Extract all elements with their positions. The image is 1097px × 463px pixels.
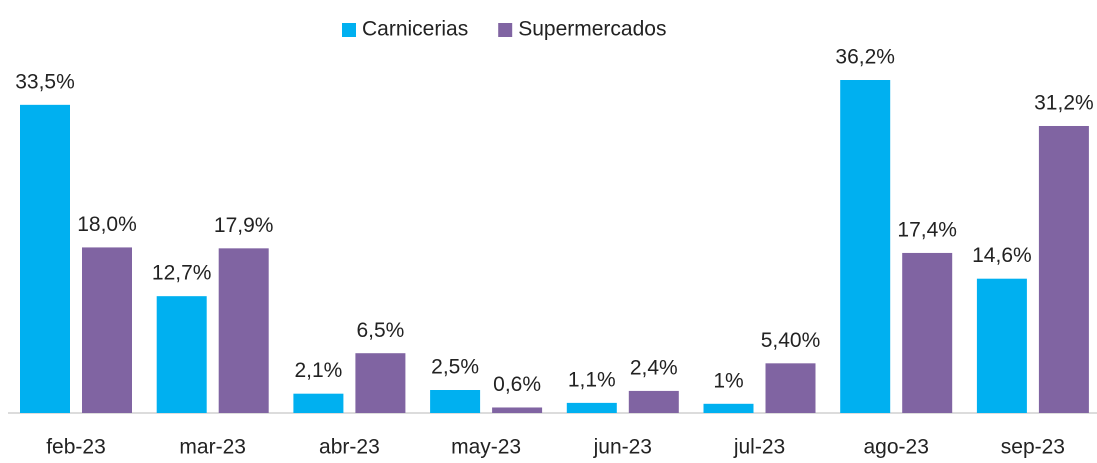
bar	[430, 390, 481, 413]
bar	[156, 296, 207, 413]
x-tick-label: sep-23	[1001, 436, 1065, 459]
value-label: 14,6%	[972, 244, 1032, 267]
value-label: 33,5%	[15, 70, 75, 93]
bar	[492, 407, 543, 413]
value-label: 12,7%	[152, 262, 212, 285]
bar	[566, 402, 617, 413]
legend-label: Carnicerias	[362, 18, 468, 41]
bar	[1038, 125, 1089, 413]
x-tick-label: jul-23	[733, 436, 785, 459]
value-label: 2,1%	[294, 359, 342, 382]
x-tick-label: jun-23	[593, 436, 652, 459]
bar	[628, 390, 679, 413]
bar	[20, 104, 70, 414]
bar	[703, 403, 754, 413]
x-tick-label: abr-23	[319, 436, 380, 459]
bar	[765, 363, 816, 413]
bar	[976, 278, 1027, 413]
value-label: 1,1%	[568, 368, 616, 391]
x-tick-label: mar-23	[179, 436, 246, 459]
value-label: 6,5%	[356, 319, 404, 342]
legend-swatch	[342, 23, 356, 37]
value-label: 17,9%	[214, 214, 274, 237]
value-label: 5,40%	[761, 329, 821, 352]
bar	[840, 80, 891, 413]
bar	[82, 247, 132, 413]
x-tick-label: ago-23	[864, 436, 929, 459]
bar	[355, 353, 406, 413]
bar	[902, 252, 953, 413]
legend-label: Supermercados	[518, 18, 666, 41]
x-tick-label: feb-23	[46, 436, 106, 459]
value-label: 1%	[713, 369, 743, 392]
legend-swatch	[498, 23, 513, 37]
value-label: 31,2%	[1034, 92, 1094, 115]
value-label: 17,4%	[897, 218, 957, 241]
value-label: 2,5%	[431, 356, 479, 379]
value-label: 0,6%	[493, 373, 541, 396]
value-label: 18,0%	[77, 213, 137, 236]
bar	[218, 248, 269, 413]
x-tick-label: may-23	[451, 436, 521, 459]
value-label: 36,2%	[835, 46, 895, 69]
value-label: 2,4%	[630, 356, 678, 379]
bar	[293, 393, 344, 413]
